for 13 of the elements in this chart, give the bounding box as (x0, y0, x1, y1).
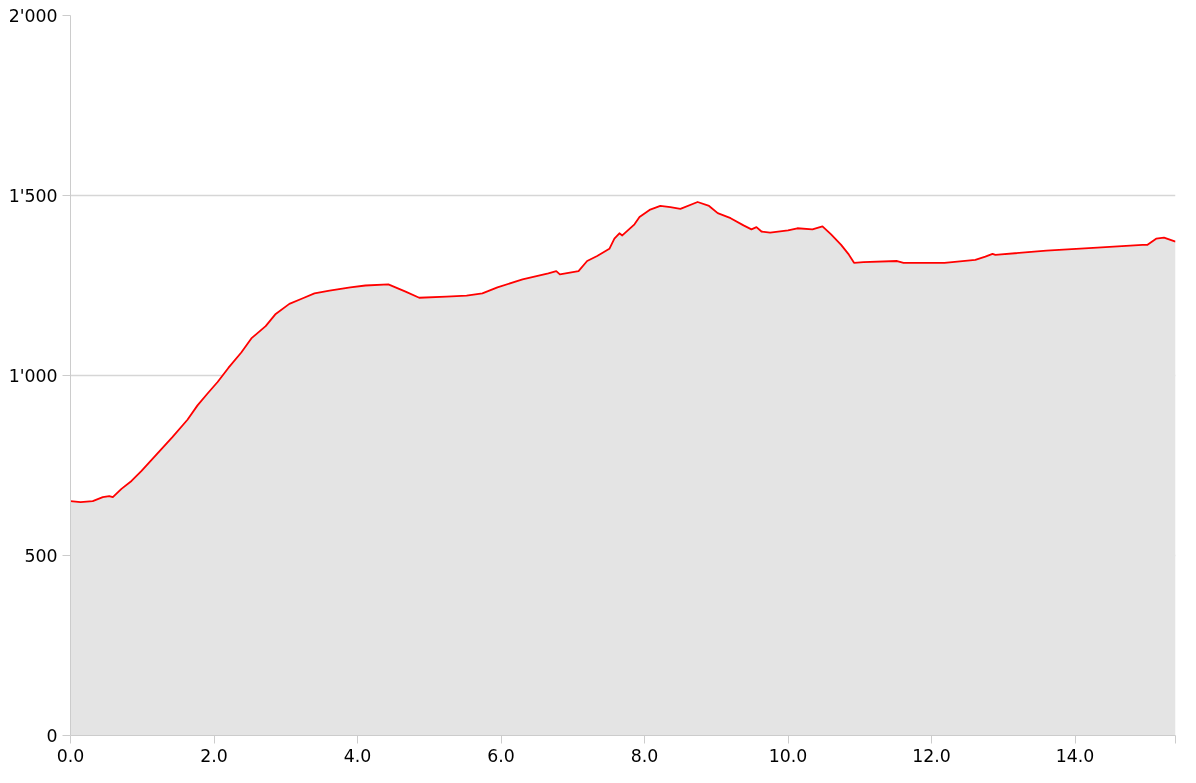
x-tick-label: 10.0 (768, 745, 808, 766)
y-tick-label: 500 (24, 545, 58, 566)
x-tick-label: 2.0 (200, 745, 228, 766)
x-tick-label: 8.0 (630, 745, 659, 766)
x-tick-label: 0.0 (56, 745, 85, 766)
x-tick-label: 6.0 (487, 745, 515, 766)
y-tick-label: 1'000 (8, 365, 58, 386)
y-tick-label: 1'500 (8, 185, 58, 206)
x-tick-label: 12.0 (912, 745, 951, 766)
y-tick-label: 0 (46, 725, 58, 746)
x-tick-label: 14.0 (1055, 745, 1095, 766)
y-tick-label: 2'000 (8, 5, 58, 26)
x-tick-label: 4.0 (343, 745, 372, 766)
